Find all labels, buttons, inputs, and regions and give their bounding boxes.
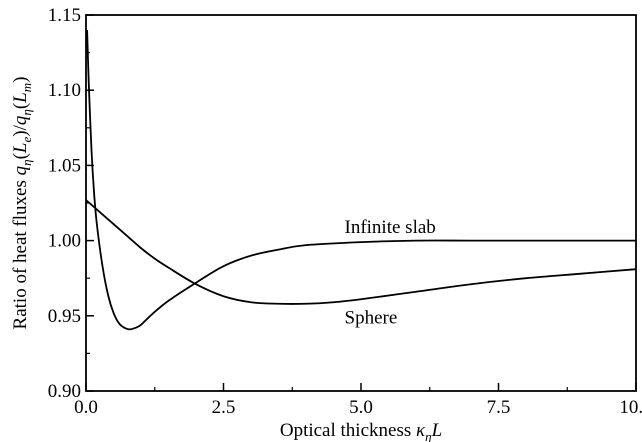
y-tick-label: 0.90 bbox=[48, 381, 81, 402]
series-layer bbox=[85, 30, 637, 331]
annotation-label: Sphere bbox=[345, 307, 398, 328]
y-axis-label: Ratio of heat fluxes qη(Le)/qη(Lm) bbox=[10, 77, 34, 330]
x-tick-label: 10.0 bbox=[619, 397, 642, 418]
y-tick-label: 1.15 bbox=[48, 5, 81, 26]
x-tick-label: 0.0 bbox=[74, 397, 98, 418]
series-line-infinite-slab bbox=[85, 199, 637, 305]
y-tick-label: 1.10 bbox=[48, 80, 81, 101]
x-axis-label: Optical thickness κηL bbox=[280, 420, 442, 442]
annotation-label: Infinite slab bbox=[345, 217, 436, 238]
x-tick-label: 7.5 bbox=[487, 397, 511, 418]
x-tick-label: 2.5 bbox=[212, 397, 236, 418]
y-tick-label: 0.95 bbox=[48, 306, 81, 327]
x-axis-ticks: 0.0 2.5 5.0 7.5 10.0 bbox=[74, 383, 642, 418]
plot-frame bbox=[85, 14, 637, 392]
y-axis-ticks: 0.90 0.95 1.00 1.05 1.10 1.15 bbox=[48, 5, 94, 402]
y-tick-label: 1.05 bbox=[48, 155, 81, 176]
y-tick-label: 1.00 bbox=[48, 231, 81, 252]
series-line-sphere bbox=[86, 30, 636, 331]
annotation-layer: Infinite slab Sphere bbox=[345, 217, 436, 328]
x-tick-label: 5.0 bbox=[349, 397, 373, 418]
